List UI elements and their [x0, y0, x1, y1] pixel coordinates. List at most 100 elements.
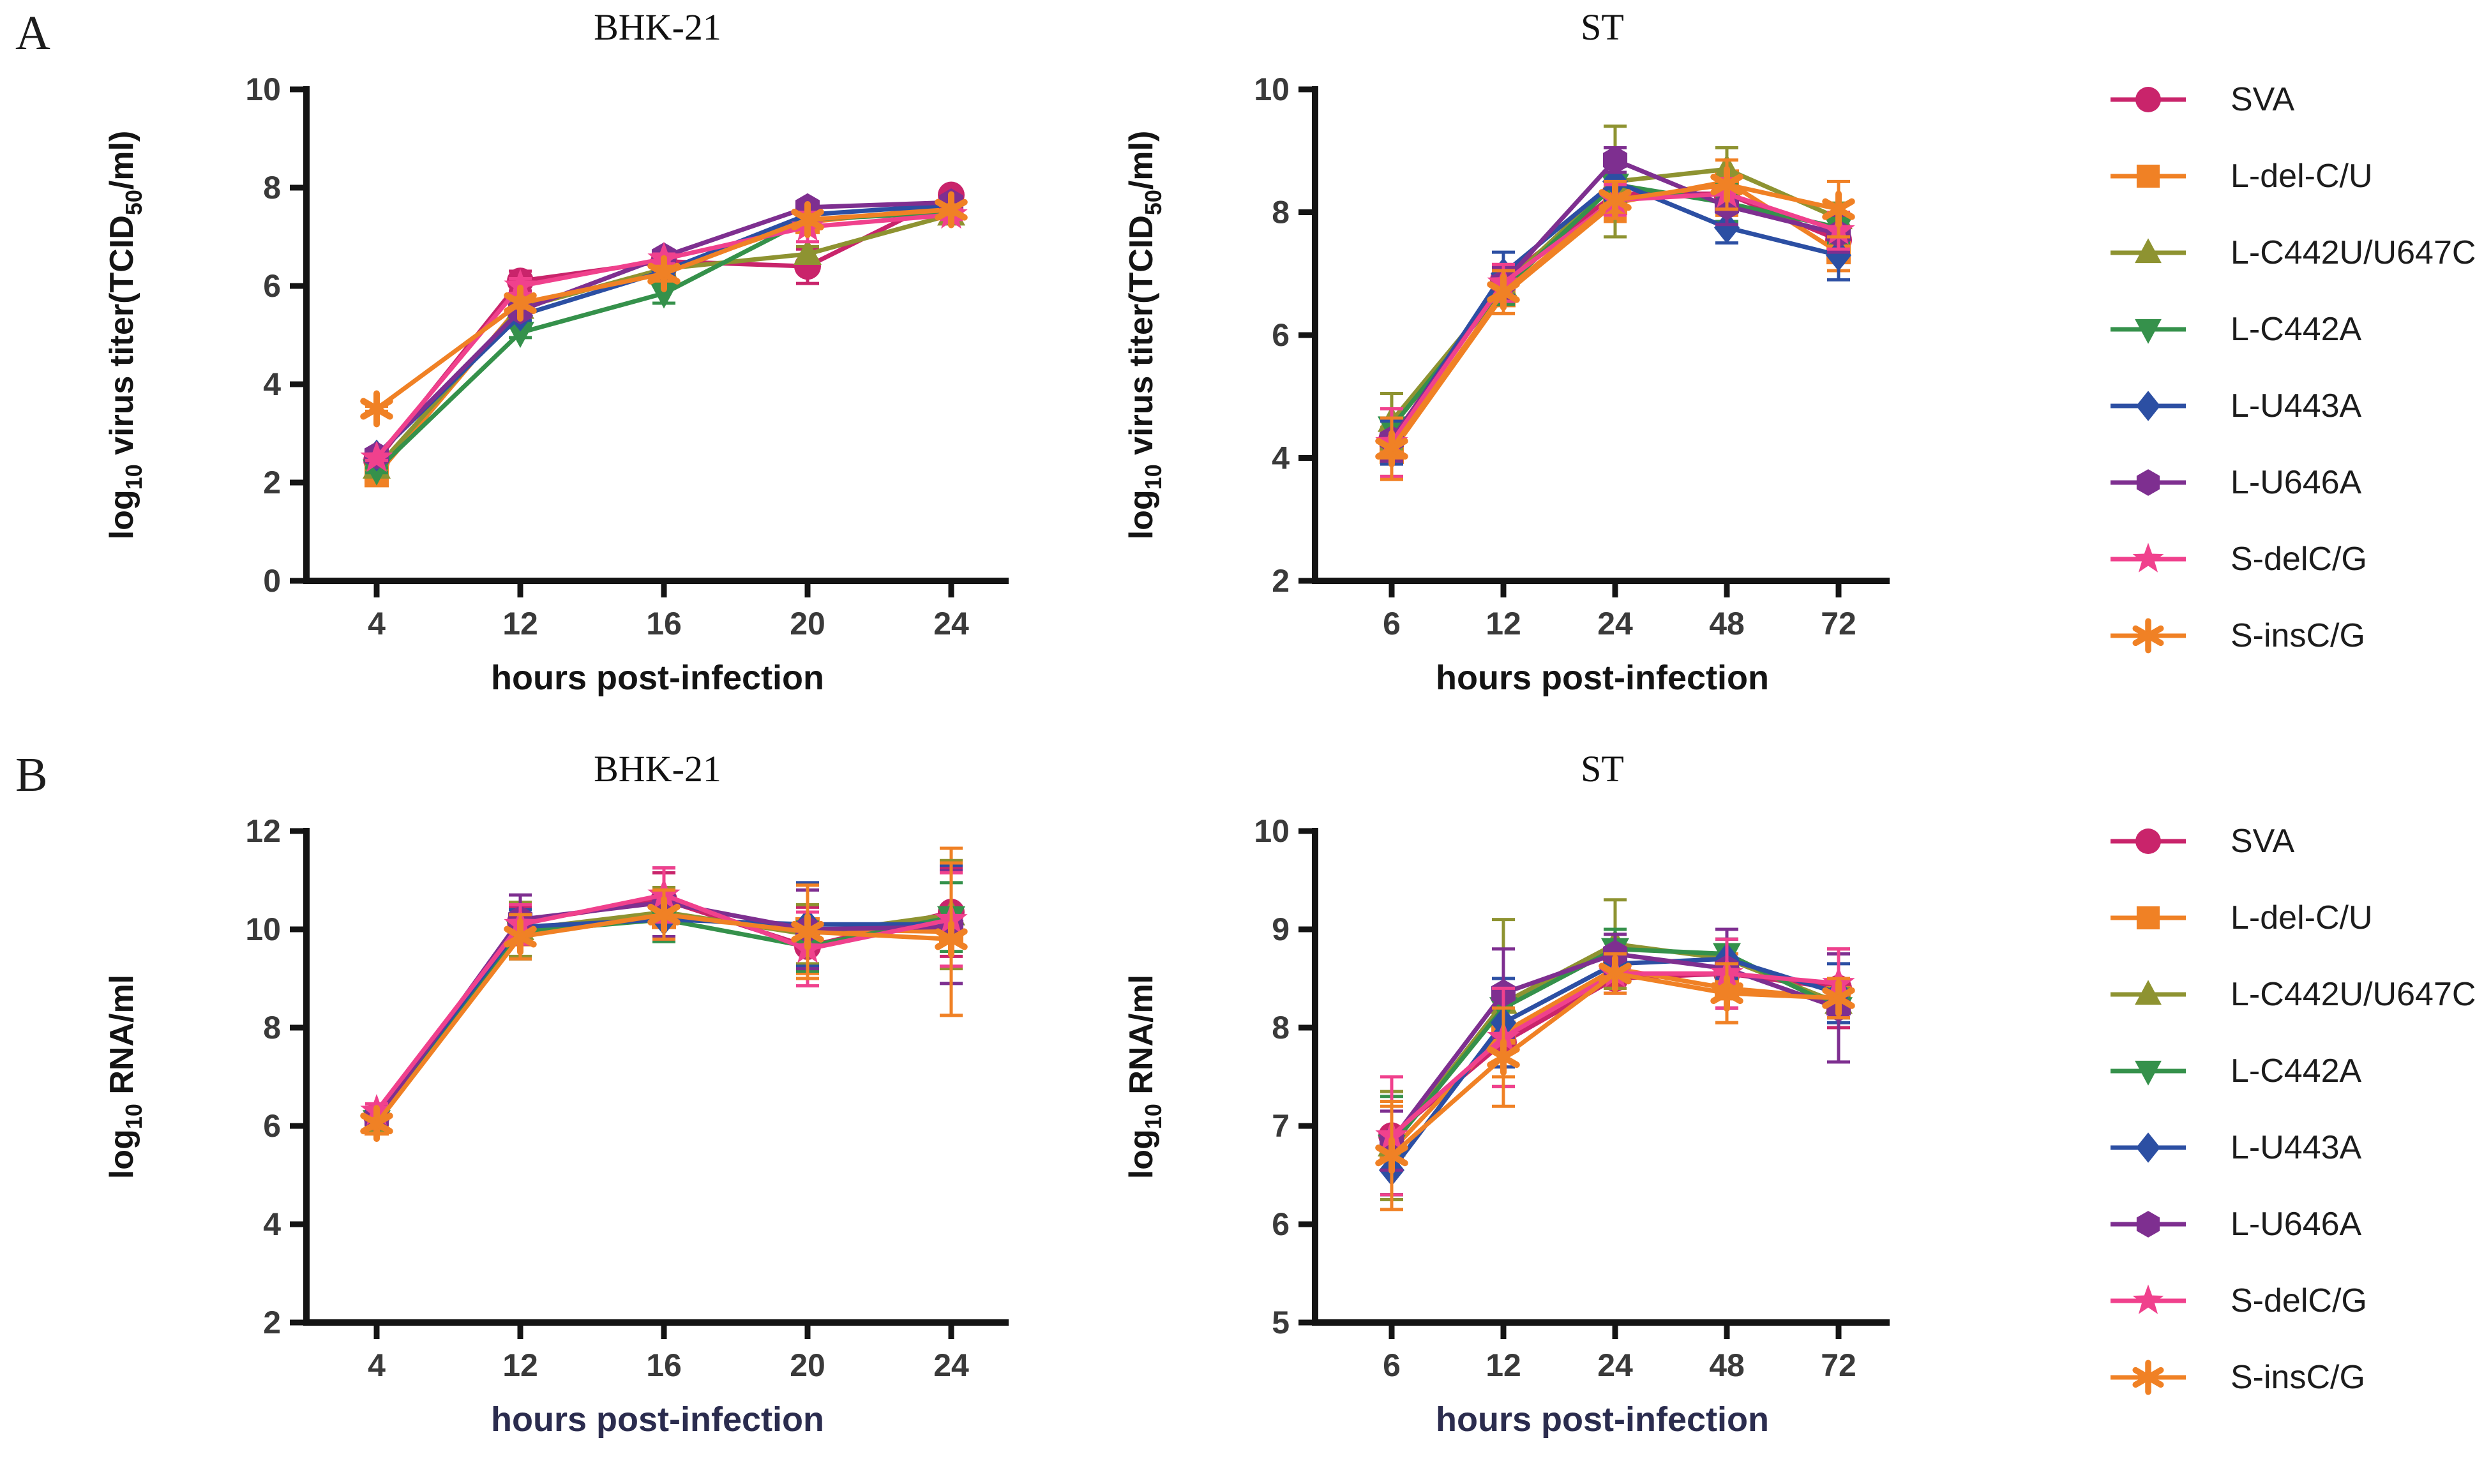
panel-letter-b: B [15, 748, 48, 802]
x-axis-label: hours post-infection [491, 659, 824, 697]
legend-label: L-C442A [2231, 1053, 2362, 1090]
legend-label: S-insC/G [2231, 617, 2365, 654]
diamond-marker-icon [2111, 1132, 2186, 1163]
x-tick-label: 72 [1821, 606, 1856, 641]
legend-item: S-delC/G [2107, 521, 2491, 597]
x-tick-label: 72 [1821, 1347, 1856, 1383]
y-tick-label: 4 [263, 1206, 281, 1242]
legend-label: L-U443A [2231, 387, 2362, 424]
legend-item: S-delC/G [2107, 1263, 2491, 1339]
chart-title: BHK-21 [594, 6, 721, 48]
legend-item: SVA [2107, 803, 2491, 880]
triangle-down-marker-icon [2111, 319, 2186, 344]
x-tick-label: 48 [1709, 1347, 1745, 1383]
legend-item: SVA [2107, 61, 2491, 138]
legend-label: L-U443A [2231, 1129, 2362, 1166]
x-tick-label: 4 [368, 606, 386, 641]
y-tick-label: 8 [1272, 195, 1290, 230]
chart-cell-b-st: ST 5 6 7 8 9 10 6 12 24 48 72 hours post-infection l… [1021, 742, 1915, 1484]
square-marker-icon [2111, 906, 2186, 930]
y-tick-label: 6 [1272, 1206, 1290, 1242]
legend-item: L-U646A [2107, 1186, 2491, 1263]
legend-panel-b: SVA L-del-C/U L-C442U/U647C L-C442A L-U443A L… [1915, 803, 2491, 1416]
x-tick-label: 24 [1597, 606, 1633, 641]
y-tick-label: 2 [263, 465, 281, 500]
x-tick-label: 24 [1597, 1347, 1633, 1383]
diamond-marker-icon [2111, 391, 2186, 421]
legend-label: SVA [2231, 823, 2295, 860]
square-marker-icon [2111, 164, 2186, 188]
legend-cell-a: SVA L-del-C/U L-C442U/U647C L-C442A L-U443A L… [1915, 0, 2491, 742]
y-tick-label: 2 [263, 1305, 281, 1340]
y-axis-label: log10 virus titer(TCID50/ml) [1123, 131, 1166, 540]
y-axis-label: log10 virus titer(TCID50/ml) [103, 131, 147, 540]
legend-item: L-C442A [2107, 1033, 2491, 1109]
asterisk-marker-icon [2111, 618, 2186, 654]
x-tick-label: 12 [1486, 1347, 1521, 1383]
legend-label: L-C442A [2231, 311, 2362, 348]
legend-cell-b: SVA L-del-C/U L-C442U/U647C L-C442A L-U443A L… [1915, 742, 2491, 1484]
x-tick-label: 12 [1486, 606, 1521, 641]
legend-label: L-del-C/U [2231, 158, 2373, 195]
y-tick-label: 8 [263, 1010, 281, 1046]
y-tick-label: 0 [263, 563, 281, 599]
chart-title: BHK-21 [594, 748, 721, 790]
legend-item: L-U443A [2107, 1109, 2491, 1186]
y-tick-label: 6 [263, 268, 281, 304]
x-tick-label: 6 [1383, 1347, 1401, 1383]
star-marker-icon [2111, 1284, 2186, 1314]
legend-label: S-insC/G [2231, 1359, 2365, 1396]
y-tick-label: 2 [1272, 563, 1290, 599]
legend-label: S-delC/G [2231, 541, 2367, 578]
y-tick-label: 5 [1272, 1305, 1290, 1340]
legend-label: L-del-C/U [2231, 899, 2373, 936]
star-marker-icon [2111, 543, 2186, 573]
legend-label: L-C442U/U647C [2231, 976, 2476, 1013]
panel-letter-a: A [15, 6, 50, 60]
circle-marker-icon [2111, 828, 2186, 854]
chart-title: ST [1581, 6, 1624, 48]
legend-item: S-insC/G [2107, 1339, 2491, 1416]
x-tick-label: 24 [933, 606, 969, 641]
hexagon-marker-icon [2111, 469, 2186, 496]
x-tick-label: 24 [933, 1347, 969, 1383]
triangle-down-marker-icon [2111, 1060, 2186, 1086]
y-axis-label: log10 RNA/ml [103, 975, 147, 1179]
y-tick-label: 4 [1272, 440, 1290, 476]
y-tick-label: 10 [1254, 813, 1290, 849]
y-tick-label: 12 [245, 813, 281, 849]
legend-label: S-delC/G [2231, 1282, 2367, 1319]
chart-b-st-svg: 5 6 7 8 9 10 6 12 24 48 72 hours post-infection log1… [1123, 813, 1890, 1439]
chart-title: ST [1581, 748, 1624, 790]
y-axis-label: log10 RNA/ml [1123, 975, 1166, 1179]
x-tick-label: 20 [790, 1347, 825, 1383]
legend-label: L-C442U/U647C [2231, 234, 2476, 271]
y-tick-label: 10 [1254, 71, 1290, 107]
legend-item: L-del-C/U [2107, 880, 2491, 956]
y-tick-label: 7 [1272, 1108, 1290, 1144]
series-L-U646A [364, 188, 964, 470]
asterisk-marker-icon [2111, 1360, 2186, 1395]
x-tick-label: 6 [1383, 606, 1401, 641]
y-tick-label: 4 [263, 366, 281, 402]
y-tick-label: 9 [1272, 911, 1290, 947]
x-axis-label: hours post-infection [1436, 659, 1769, 697]
series-S-insC/G [360, 861, 968, 1143]
x-tick-label: 16 [646, 606, 682, 641]
x-tick-label: 12 [502, 1347, 538, 1383]
x-tick-label: 20 [790, 606, 825, 641]
series-S-insC/G [1375, 952, 1855, 1211]
y-tick-label: 6 [263, 1108, 281, 1144]
chart-cell-a-st: ST 2 4 6 8 10 6 12 24 48 72 hours post-infection lo… [1021, 0, 1915, 742]
y-tick-label: 8 [263, 170, 281, 206]
circle-marker-icon [2111, 87, 2186, 112]
axes: 5 6 7 8 9 10 6 12 24 48 72 [1254, 813, 1890, 1383]
series-SVA [363, 181, 965, 474]
legend-item: S-insC/G [2107, 597, 2491, 674]
y-tick-label: 10 [245, 911, 281, 947]
